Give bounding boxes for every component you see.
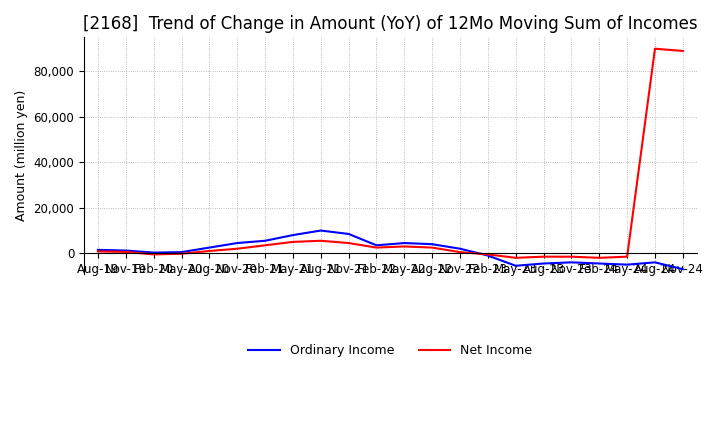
Ordinary Income — [94, 247, 102, 253]
Net Income — [205, 248, 214, 253]
Ordinary Income — [261, 238, 269, 243]
Ordinary Income — [149, 250, 158, 255]
Net Income — [344, 240, 353, 246]
Net Income — [567, 254, 576, 259]
Ordinary Income — [205, 245, 214, 250]
Ordinary Income — [484, 253, 492, 258]
Net Income — [94, 249, 102, 254]
Line: Net Income: Net Income — [98, 49, 683, 258]
Ordinary Income — [344, 231, 353, 237]
Legend: Ordinary Income, Net Income: Ordinary Income, Net Income — [243, 339, 537, 362]
Ordinary Income — [567, 260, 576, 265]
Net Income — [289, 239, 297, 245]
Ordinary Income — [539, 261, 548, 266]
Net Income — [678, 48, 687, 54]
Ordinary Income — [428, 242, 436, 247]
Ordinary Income — [623, 262, 631, 267]
Net Income — [456, 249, 464, 255]
Ordinary Income — [651, 260, 660, 265]
Ordinary Income — [316, 228, 325, 233]
Net Income — [177, 251, 186, 257]
Net Income — [484, 252, 492, 257]
Net Income — [511, 255, 520, 260]
Ordinary Income — [177, 249, 186, 255]
Net Income — [595, 255, 603, 260]
Net Income — [149, 252, 158, 257]
Net Income — [651, 46, 660, 51]
Net Income — [539, 254, 548, 259]
Y-axis label: Amount (million yen): Amount (million yen) — [15, 90, 28, 221]
Net Income — [400, 244, 409, 249]
Ordinary Income — [511, 263, 520, 268]
Ordinary Income — [456, 246, 464, 251]
Line: Ordinary Income: Ordinary Income — [98, 231, 683, 269]
Ordinary Income — [122, 248, 130, 253]
Net Income — [623, 254, 631, 259]
Ordinary Income — [289, 232, 297, 238]
Ordinary Income — [233, 240, 241, 246]
Net Income — [233, 246, 241, 251]
Title: [2168]  Trend of Change in Amount (YoY) of 12Mo Moving Sum of Incomes: [2168] Trend of Change in Amount (YoY) o… — [83, 15, 698, 33]
Net Income — [261, 243, 269, 248]
Net Income — [372, 245, 381, 250]
Net Income — [316, 238, 325, 243]
Net Income — [428, 245, 436, 250]
Ordinary Income — [678, 267, 687, 272]
Ordinary Income — [595, 261, 603, 266]
Ordinary Income — [400, 240, 409, 246]
Net Income — [122, 249, 130, 255]
Ordinary Income — [372, 243, 381, 248]
